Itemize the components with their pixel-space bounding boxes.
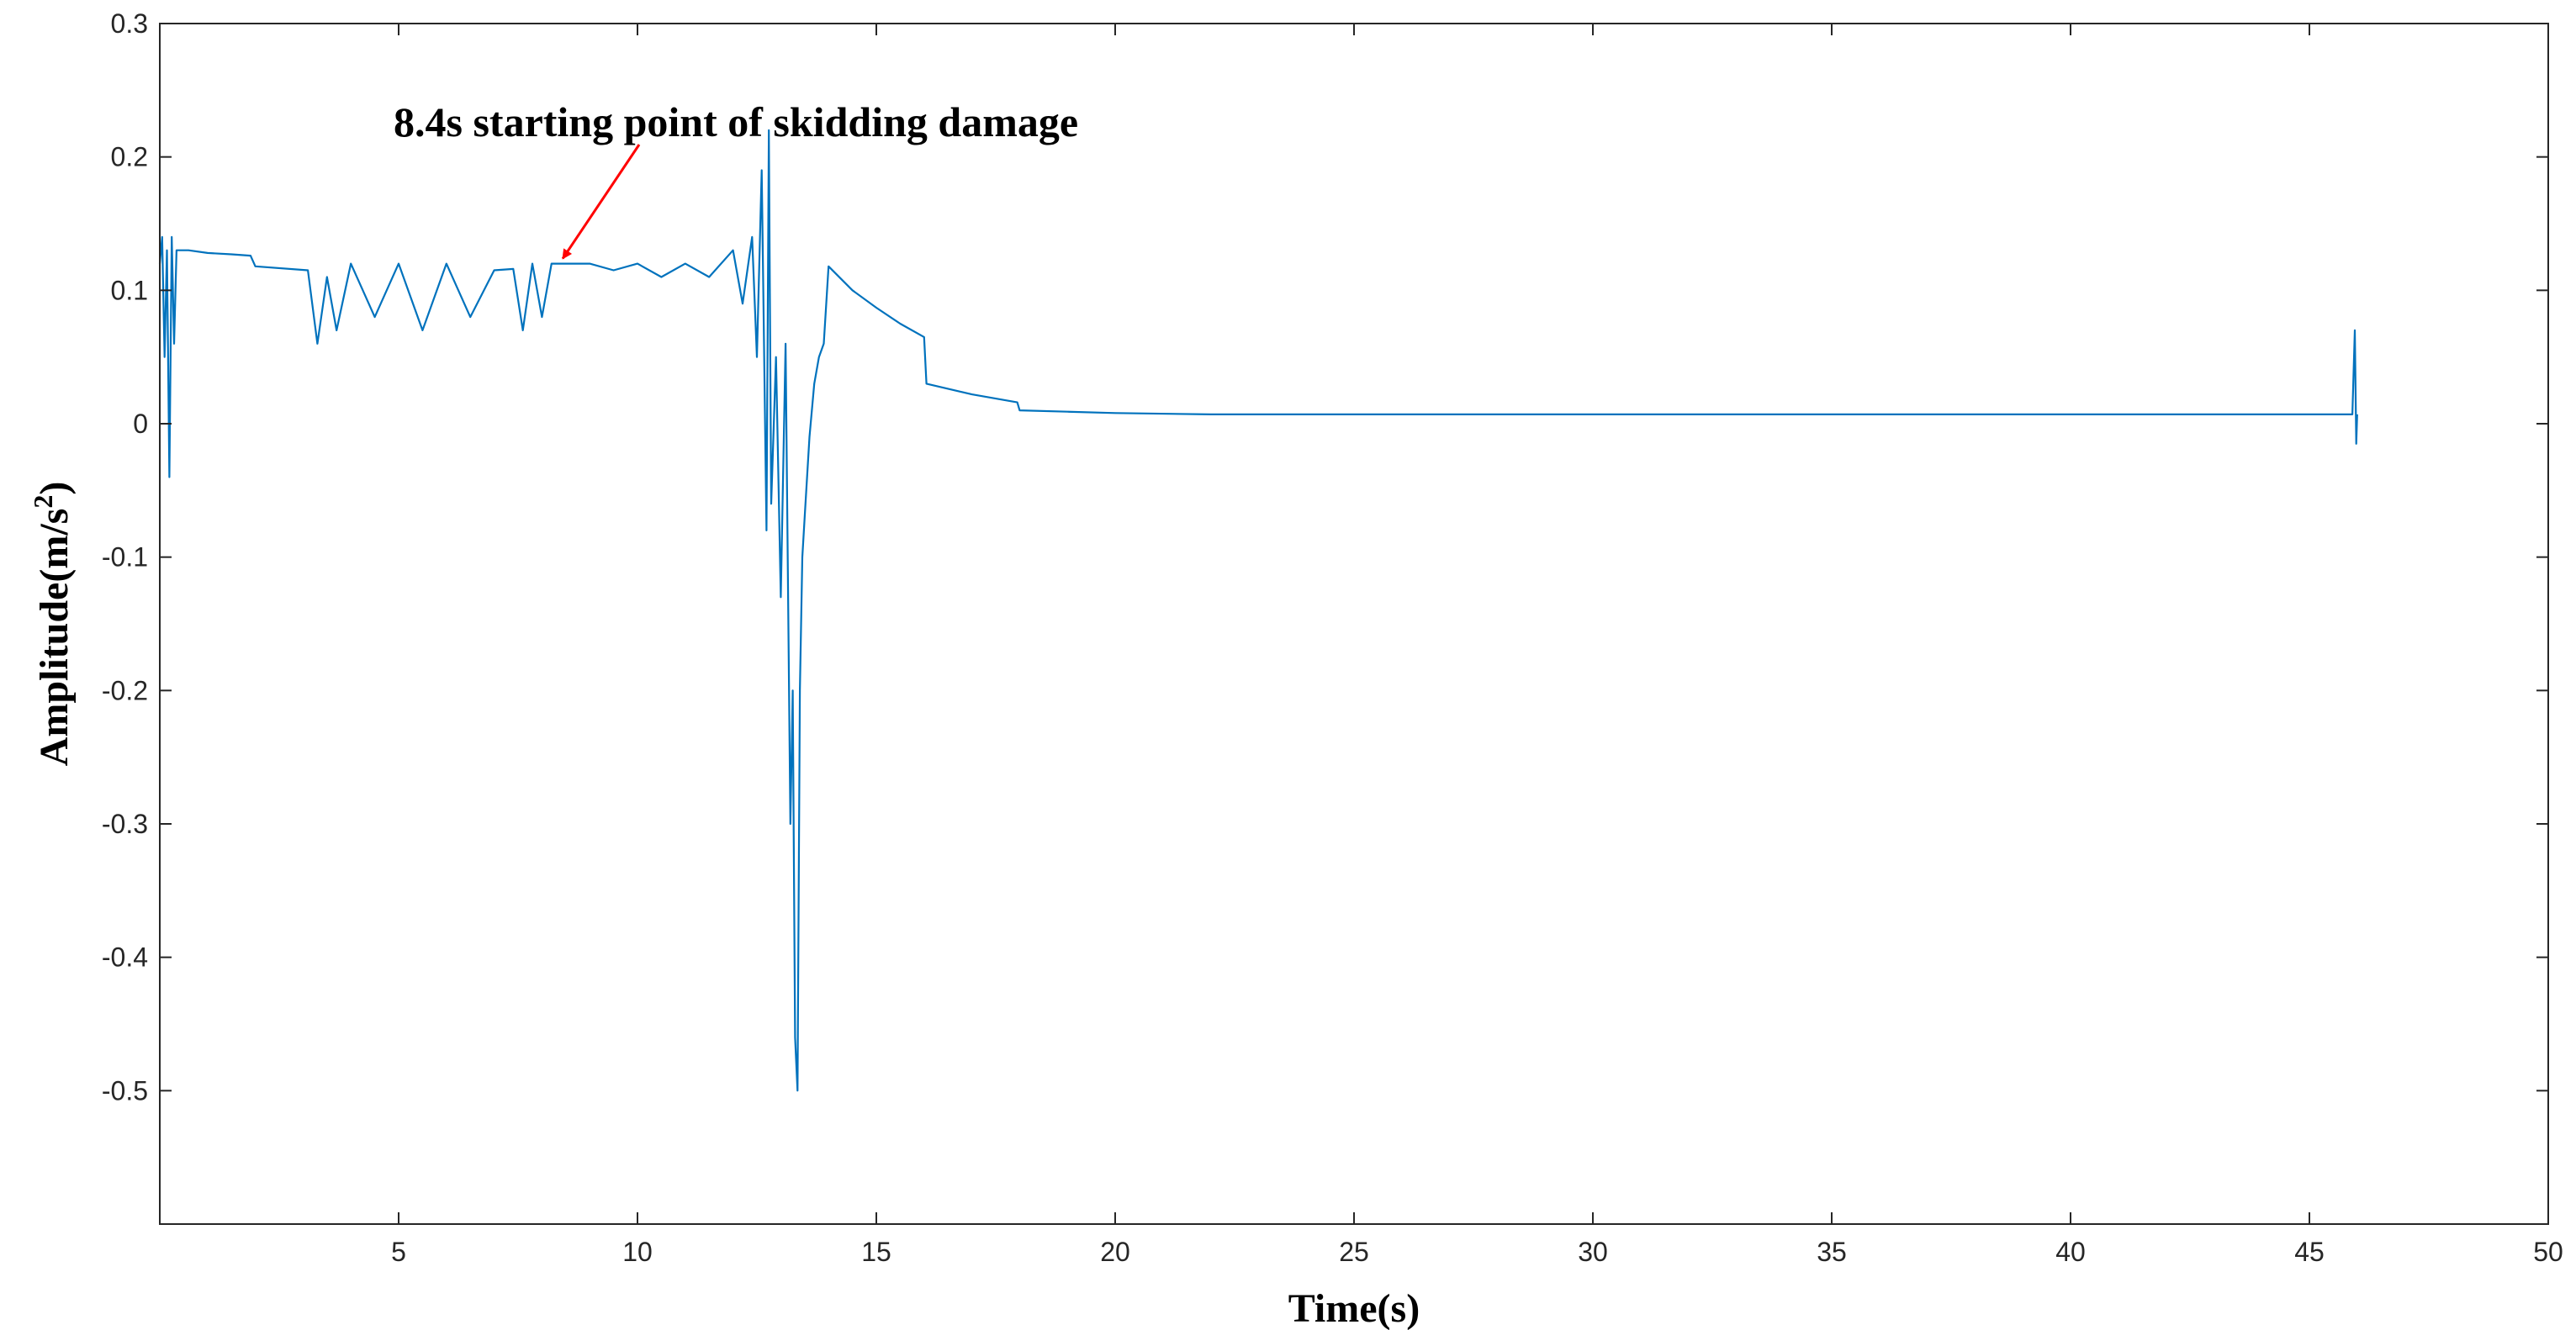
x-axis: 5 10 15 20 25 30 35 40 45 50 bbox=[391, 24, 2563, 1267]
y-tick-label: -0.4 bbox=[102, 942, 148, 973]
x-tick-label: 40 bbox=[2055, 1237, 2086, 1267]
y-tick-label: -0.1 bbox=[102, 542, 148, 573]
y-tick-label: 0.2 bbox=[111, 142, 148, 172]
y-axis-title-superscript: 2 bbox=[28, 495, 58, 509]
y-axis-title: Amplitude(m/s2) bbox=[28, 482, 77, 767]
x-tick-label: 25 bbox=[1339, 1237, 1369, 1267]
y-tick-label: 0 bbox=[133, 409, 148, 439]
x-tick-label: 5 bbox=[391, 1237, 406, 1267]
annotation-arrow bbox=[561, 144, 641, 260]
annotation-text: 8.4s starting point of skidding damage bbox=[394, 98, 1078, 145]
y-tick-label: -0.2 bbox=[102, 675, 148, 705]
series-layer bbox=[158, 129, 2358, 1092]
y-tick-label: -0.3 bbox=[102, 809, 148, 839]
x-tick-label: 30 bbox=[1578, 1237, 1608, 1267]
x-tick-label: 50 bbox=[2533, 1237, 2563, 1267]
y-tick-label: 0.1 bbox=[111, 275, 148, 305]
x-tick-label: 10 bbox=[622, 1237, 653, 1267]
x-tick-label: 45 bbox=[2294, 1237, 2325, 1267]
x-axis-title: Time(s) bbox=[1288, 1286, 1420, 1330]
x-tick-label: 20 bbox=[1100, 1237, 1130, 1267]
y-tick-label: 0.3 bbox=[111, 8, 148, 39]
x-tick-label: 15 bbox=[861, 1237, 891, 1267]
series-line-0 bbox=[158, 129, 2358, 1092]
y-axis-title-close: ) bbox=[32, 482, 77, 495]
x-tick-label: 35 bbox=[1817, 1237, 1847, 1267]
y-axis: 0.3 0.2 0.1 0 -0.1 -0.2 -0.3 -0.4 -0.5 bbox=[102, 8, 2548, 1106]
y-axis-title-base: Amplitude(m/s bbox=[32, 509, 77, 767]
y-tick-label: -0.5 bbox=[102, 1075, 148, 1106]
annotation: 8.4s starting point of skidding damage bbox=[394, 98, 1078, 260]
